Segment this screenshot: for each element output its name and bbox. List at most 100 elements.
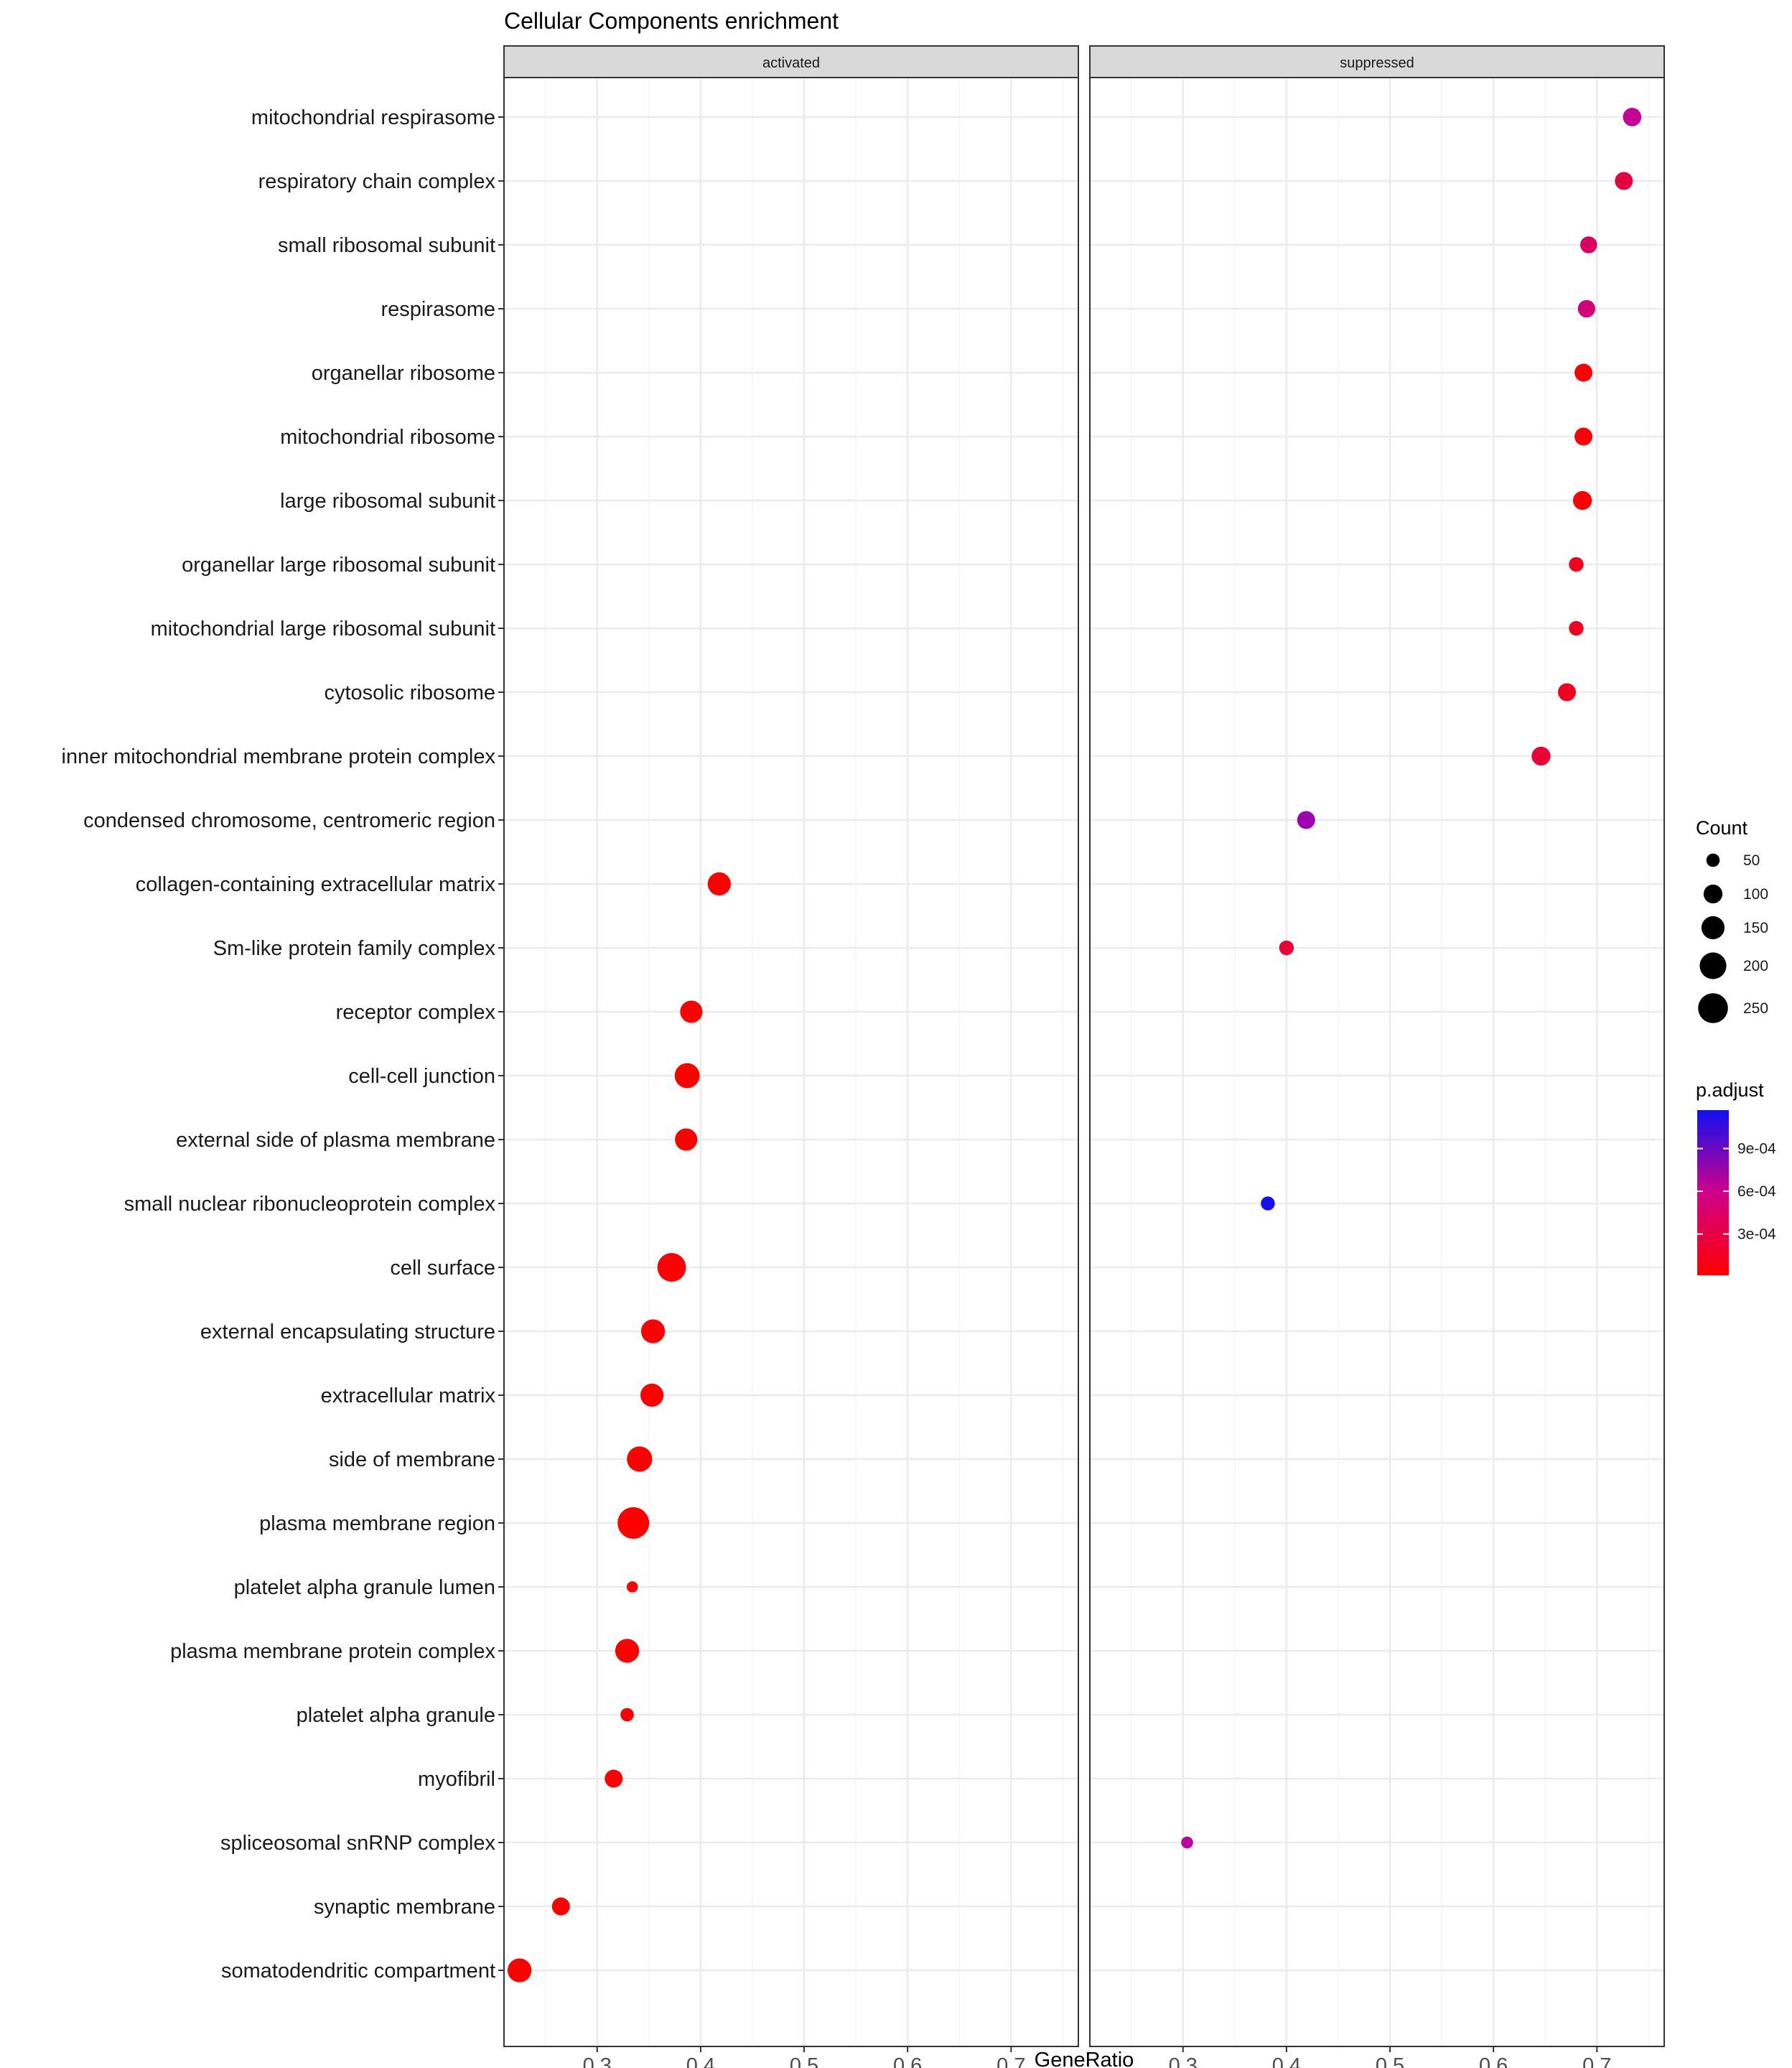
x-tick-label: 0.5 — [790, 2054, 818, 2068]
panel-border-activated — [503, 77, 1079, 2047]
x-tick-label: 0.5 — [1376, 2054, 1404, 2068]
y-tick-label: myofibril — [418, 1768, 495, 1791]
y-tick-label: plasma membrane region — [259, 1512, 495, 1535]
strip-label-suppressed: suppressed — [1340, 55, 1414, 71]
y-tick-label: collagen-containing extracellular matrix — [136, 873, 496, 896]
dot-cell-cell-junction — [674, 1063, 700, 1089]
panel-background-suppressed — [1090, 78, 1664, 2046]
x-tick-label: 0.4 — [1272, 2054, 1301, 2068]
y-tick-label: platelet alpha granule lumen — [234, 1576, 495, 1599]
dot-sm-like-protein-family-complex — [1279, 940, 1294, 956]
points-activated — [507, 872, 731, 1983]
grid-suppressed — [1090, 78, 1664, 2046]
legend-count-label: 50 — [1743, 852, 1760, 869]
y-tick-label: plasma membrane protein complex — [170, 1640, 495, 1663]
dot-external-encapsulating-structure — [640, 1319, 666, 1343]
dot-organellar-ribosome — [1574, 363, 1593, 382]
dot-cytosolic-ribosome — [1558, 683, 1576, 702]
y-tick-label: organellar large ribosomal subunit — [182, 554, 495, 577]
panel-border-suppressed — [1089, 77, 1665, 2047]
panel-suppressed: suppressed — [1089, 45, 1665, 2047]
colorbar-tick-label: 6e-04 — [1737, 1183, 1776, 1200]
y-tick-label: cell-cell junction — [348, 1065, 495, 1088]
strip-activated — [503, 45, 1079, 78]
dot-condensed-chromosome-centromeric-region — [1297, 811, 1315, 829]
y-tick-label: cell surface — [390, 1257, 495, 1280]
chart-title: Cellular Components enrichment — [504, 8, 839, 34]
dot-plasma-membrane-protein-complex — [615, 1639, 640, 1663]
grid-activated — [504, 78, 1078, 2046]
dot-large-ribosomal-subunit — [1572, 490, 1592, 511]
points-suppressed — [1181, 108, 1642, 1849]
dot-platelet-alpha-granule-lumen — [626, 1581, 638, 1593]
legend-count: Count 50 100 150 200 250 — [1696, 817, 1768, 1023]
y-tick-label: synaptic membrane — [314, 1896, 495, 1919]
x-tick-label: 0.7 — [997, 2054, 1025, 2068]
dot-synaptic-membrane — [551, 1897, 570, 1916]
colorbar-tick-label: 9e-04 — [1737, 1141, 1776, 1158]
y-tick-label: respirasome — [381, 298, 495, 321]
dot-mitochondrial-respirasome — [1623, 108, 1642, 126]
dot-spliceosomal-snrnp-complex — [1181, 1836, 1193, 1849]
x-tick-label: 0.4 — [686, 2054, 715, 2068]
y-tick-label: organellar ribosome — [312, 362, 495, 385]
dot-platelet-alpha-granule — [620, 1708, 634, 1722]
dot-external-side-of-plasma-membrane — [675, 1128, 698, 1151]
y-tick-label: respiratory chain complex — [258, 170, 496, 193]
x-axis-activated: 0.3 0.4 0.5 0.6 0.7 — [583, 2046, 1025, 2068]
legend-count-title: Count — [1696, 817, 1748, 839]
dot-inner-mitochondrial-membrane-protein-complex — [1531, 746, 1551, 766]
y-tick-label: mitochondrial large ribosomal subunit — [151, 618, 495, 641]
y-tick-label: spliceosomal snRNP complex — [220, 1832, 496, 1855]
y-tick-label: cytosolic ribosome — [324, 681, 495, 704]
y-tick-label: receptor complex — [336, 1001, 496, 1024]
y-tick-label: condensed chromosome, centromeric region — [83, 809, 495, 832]
y-axis-ticks — [498, 116, 504, 1971]
dot-organellar-large-ribosomal-subunit — [1569, 556, 1584, 572]
y-tick-label: somatodendritic compartment — [221, 1960, 495, 1983]
dot-cell-surface — [657, 1253, 686, 1282]
legend-padjust: p.adjust 9e-04 6e-04 3e-04 — [1696, 1079, 1776, 1275]
y-tick-label: small ribosomal subunit — [278, 234, 495, 257]
x-tick-label: 0.6 — [1479, 2054, 1508, 2068]
legend-count-label: 150 — [1743, 920, 1768, 936]
dot-extracellular-matrix — [640, 1383, 664, 1407]
y-tick-label: extracellular matrix — [321, 1384, 496, 1407]
x-tick-label: 0.3 — [1169, 2054, 1198, 2068]
strip-suppressed — [1089, 45, 1665, 78]
dot-plasma-membrane-region — [617, 1507, 650, 1539]
dot-small-ribosomal-subunit — [1580, 236, 1597, 253]
dot-collagen-containing-extracellular-matrix — [707, 872, 731, 896]
y-tick-label: mitochondrial respirasome — [251, 106, 495, 129]
legend-count-label: 200 — [1743, 958, 1768, 974]
colorbar-tick-label: 3e-04 — [1737, 1226, 1776, 1243]
x-axis-title: GeneRatio — [1035, 2049, 1134, 2068]
x-tick-label: 0.6 — [893, 2054, 922, 2068]
panel-activated: activated — [503, 45, 1079, 2047]
dot-small-nuclear-ribonucleoprotein-complex — [1261, 1196, 1275, 1211]
dot-mitochondrial-large-ribosomal-subunit — [1569, 620, 1584, 636]
y-axis-labels: mitochondrial respirasome respiratory cha… — [62, 106, 496, 1983]
x-tick-label: 0.7 — [1582, 2054, 1611, 2068]
legend-count-label: 250 — [1743, 1000, 1768, 1017]
legend-count-dot — [1699, 952, 1727, 979]
dot-receptor-complex — [680, 1000, 703, 1023]
y-tick-label: inner mitochondrial membrane protein com… — [62, 745, 496, 768]
x-tick-label: 0.3 — [583, 2054, 612, 2068]
y-tick-label: small nuclear ribonucleoprotein complex — [124, 1193, 496, 1216]
y-tick-label: mitochondrial ribosome — [280, 426, 495, 449]
x-axis-suppressed: 0.3 0.4 0.5 0.6 0.7 — [1169, 2046, 1611, 2068]
y-tick-label: Sm-like protein family complex — [213, 937, 496, 960]
legend-count-dot — [1703, 884, 1723, 904]
dot-mitochondrial-ribosome — [1574, 427, 1593, 446]
legend-padjust-title: p.adjust — [1696, 1079, 1764, 1101]
legend-count-dot — [1698, 993, 1728, 1023]
panel-background-activated — [504, 78, 1078, 2046]
padjust-colorbar — [1697, 1110, 1729, 1275]
dot-somatodendritic-compartment — [507, 1958, 532, 1983]
dot-respiratory-chain-complex — [1615, 172, 1633, 190]
legend-count-dot — [1701, 916, 1725, 940]
dot-respirasome — [1577, 299, 1596, 318]
y-tick-label: side of membrane — [329, 1448, 495, 1471]
